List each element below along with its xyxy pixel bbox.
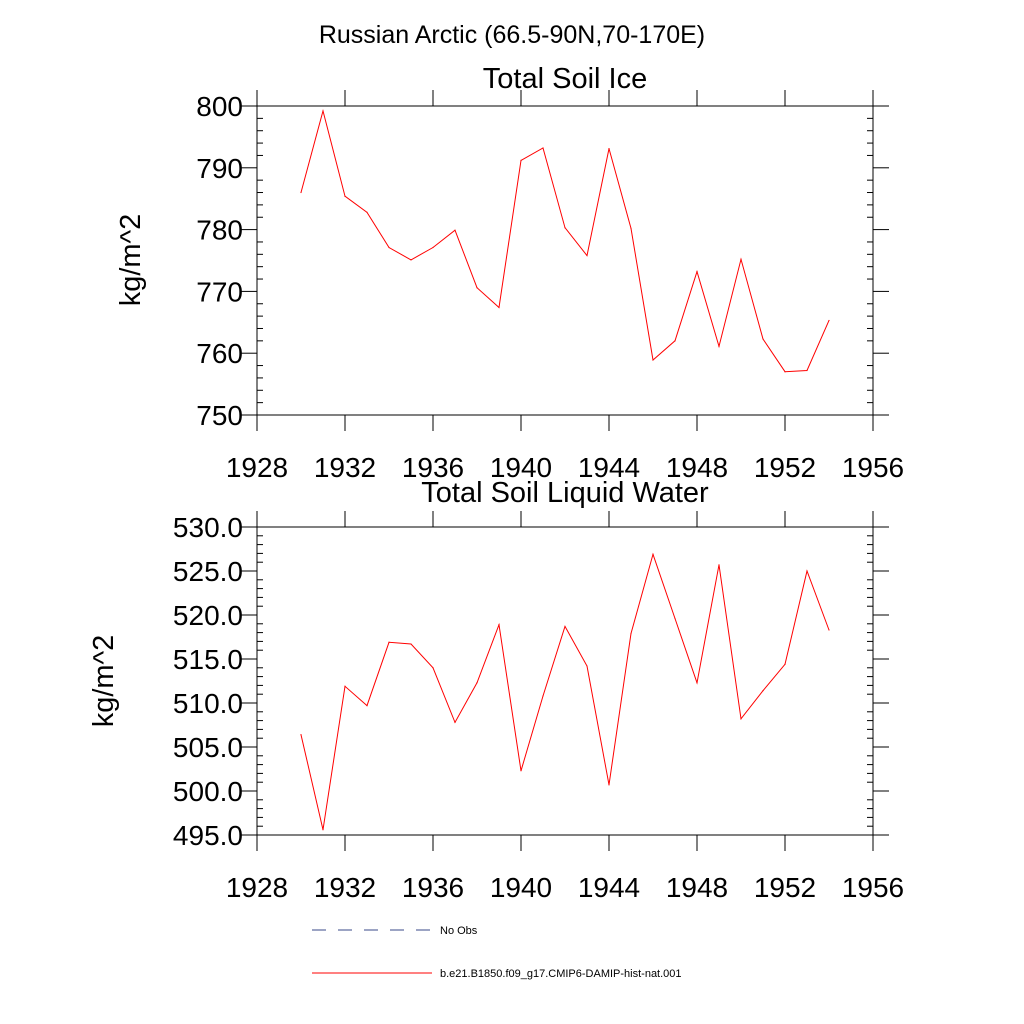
data-point xyxy=(586,254,588,257)
y-tick-label: 520.0 xyxy=(173,600,243,631)
x-tick-label: 1944 xyxy=(578,452,640,483)
data-point xyxy=(300,191,302,194)
data-point xyxy=(322,829,324,831)
x-tick-label: 1932 xyxy=(314,872,376,903)
data-point xyxy=(674,340,676,342)
data-point xyxy=(740,718,742,720)
data-point xyxy=(432,246,434,249)
data-point xyxy=(586,665,588,667)
x-tick-label: 1952 xyxy=(754,872,816,903)
y-tick-label: 790 xyxy=(196,153,243,184)
legend: No Obs b.e21.B1850.f09_g17.CMIP6-DAMIP-h… xyxy=(312,925,682,980)
data-point xyxy=(608,148,610,150)
x-tick-label: 1940 xyxy=(490,452,552,483)
series-line xyxy=(300,552,830,830)
x-tick-label: 1928 xyxy=(226,452,288,483)
legend-obs-label: No Obs xyxy=(440,925,478,937)
x-tick-label: 1928 xyxy=(226,872,288,903)
y-tick-label: 750 xyxy=(196,400,243,431)
data-point xyxy=(322,110,324,112)
data-point xyxy=(564,625,566,628)
data-point xyxy=(366,705,368,707)
data-point xyxy=(344,685,346,687)
data-point xyxy=(718,345,720,348)
y-axis-label: kg/m^2 xyxy=(115,214,147,307)
y-tick-label: 510.0 xyxy=(173,688,243,719)
data-point xyxy=(630,632,632,635)
y-tick-label: 515.0 xyxy=(173,644,243,675)
x-tick-label: 1948 xyxy=(666,452,728,483)
x-tick-label: 1956 xyxy=(842,872,904,903)
data-point xyxy=(366,211,368,213)
y-tick-label: 525.0 xyxy=(173,556,243,587)
data-point xyxy=(388,641,390,643)
data-point xyxy=(454,721,456,723)
data-point xyxy=(696,271,698,273)
y-axis-label: kg/m^2 xyxy=(88,635,120,728)
data-point xyxy=(696,682,698,684)
data-point xyxy=(806,369,808,372)
chart-title: Total Soil Liquid Water xyxy=(421,477,709,509)
legend-series-label: b.e21.B1850.f09_g17.CMIP6-DAMIP-hist-nat… xyxy=(440,968,682,980)
data-point xyxy=(476,287,478,289)
y-tick-label: 770 xyxy=(196,276,243,307)
data-point xyxy=(762,690,764,692)
data-point xyxy=(828,629,830,631)
data-point xyxy=(564,227,566,229)
data-point xyxy=(432,667,434,669)
data-point xyxy=(652,553,654,555)
series-line xyxy=(300,108,830,373)
data-point xyxy=(784,663,786,665)
y-tick-label: 760 xyxy=(196,338,243,369)
data-point xyxy=(652,359,654,361)
x-tick-label: 1948 xyxy=(666,872,728,903)
data-point xyxy=(410,643,412,645)
x-tick-label: 1936 xyxy=(402,872,464,903)
data-point xyxy=(520,159,522,161)
data-point xyxy=(806,570,808,572)
data-point xyxy=(828,319,830,322)
y-tick-label: 530.0 xyxy=(173,512,243,543)
data-point xyxy=(674,617,676,620)
y-tick-label: 495.0 xyxy=(173,820,243,851)
soil-ice-panel: Total Soil Ice 1928 1932 1936 1940 1944 1948 19… xyxy=(115,63,904,483)
data-point xyxy=(344,195,346,197)
figure-title: Russian Arctic (66.5-90N,70-170E) xyxy=(319,21,705,49)
x-tick-label: 1956 xyxy=(842,452,904,483)
data-point xyxy=(718,564,720,566)
data-point xyxy=(542,147,544,149)
data-point xyxy=(608,784,610,786)
y-tick-label: 500.0 xyxy=(173,776,243,807)
chart-title: Total Soil Ice xyxy=(483,63,647,95)
data-point xyxy=(498,306,500,309)
x-tick-label: 1940 xyxy=(490,872,552,903)
data-point xyxy=(520,770,522,772)
data-point xyxy=(740,258,742,260)
data-point xyxy=(498,624,500,626)
data-point xyxy=(476,682,478,684)
x-tick-label: 1936 xyxy=(402,452,464,483)
data-point xyxy=(630,227,632,229)
soil-liquid-water-panel: Total Soil Liquid Water 1928 1932 1936 1940 1… xyxy=(88,477,904,903)
data-point xyxy=(388,246,390,249)
y-tick-label: 505.0 xyxy=(173,732,243,763)
x-tick-label: 1952 xyxy=(754,452,816,483)
data-point xyxy=(410,259,412,261)
x-tick-label: 1932 xyxy=(314,452,376,483)
y-tick-label: 780 xyxy=(196,215,243,246)
y-tick-label: 800 xyxy=(196,91,243,122)
x-tick-label: 1944 xyxy=(578,872,640,903)
data-point xyxy=(784,371,786,373)
data-point xyxy=(300,734,302,736)
data-point xyxy=(762,338,764,340)
data-point xyxy=(454,229,456,231)
data-point xyxy=(542,695,544,697)
